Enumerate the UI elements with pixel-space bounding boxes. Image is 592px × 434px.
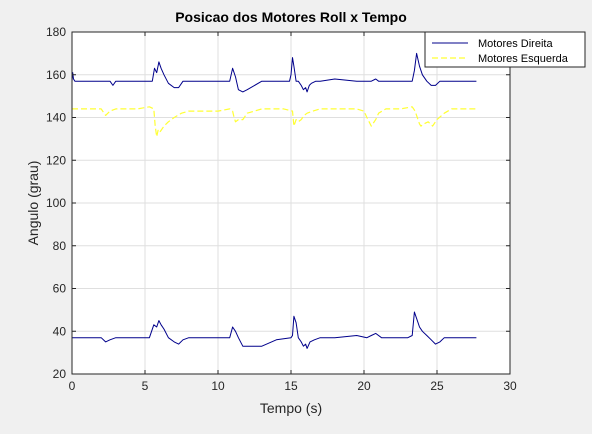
y-tick-label: 180 <box>46 25 66 39</box>
series-layer <box>71 52 477 349</box>
y-tick-label: 160 <box>46 68 66 82</box>
legend-label-motores-esquerda: Motores Esquerda <box>478 53 569 65</box>
x-axis-label: Tempo (s) <box>260 400 322 416</box>
y-tick-label: 20 <box>53 367 67 381</box>
y-tick-label: 40 <box>53 324 67 338</box>
x-tick-label: 10 <box>211 379 225 393</box>
y-tick-label: 60 <box>53 282 67 296</box>
series-line-3 <box>72 311 477 349</box>
y-tick-label: 100 <box>46 196 66 210</box>
chart-title: Posicao dos Motores Roll x Tempo <box>175 9 407 25</box>
x-tick-label: 30 <box>503 379 517 393</box>
tick-marks <box>71 31 511 375</box>
x-tick-label: 25 <box>430 379 444 393</box>
x-tick-label: 0 <box>69 379 76 393</box>
y-tick-label: 80 <box>53 239 67 253</box>
legend-label-motores-direita: Motores Direita <box>478 38 553 50</box>
x-tick-label: 20 <box>357 379 371 393</box>
legend-box <box>424 31 586 68</box>
legend: Motores Direita Motores Esquerda <box>424 31 586 68</box>
x-tick-label: 5 <box>142 379 149 393</box>
series-line-motores-direita <box>71 52 477 93</box>
y-axis-label: Angulo (grau) <box>25 161 41 246</box>
y-tick-label: 120 <box>46 153 66 167</box>
y-tick-label: 140 <box>46 111 66 125</box>
tick-labels: 0 5 10 15 20 25 30 20 40 60 80 100 120 140 160 180 <box>46 25 517 393</box>
x-tick-label: 15 <box>284 379 298 393</box>
series-line-motores-esquerda <box>72 106 477 138</box>
